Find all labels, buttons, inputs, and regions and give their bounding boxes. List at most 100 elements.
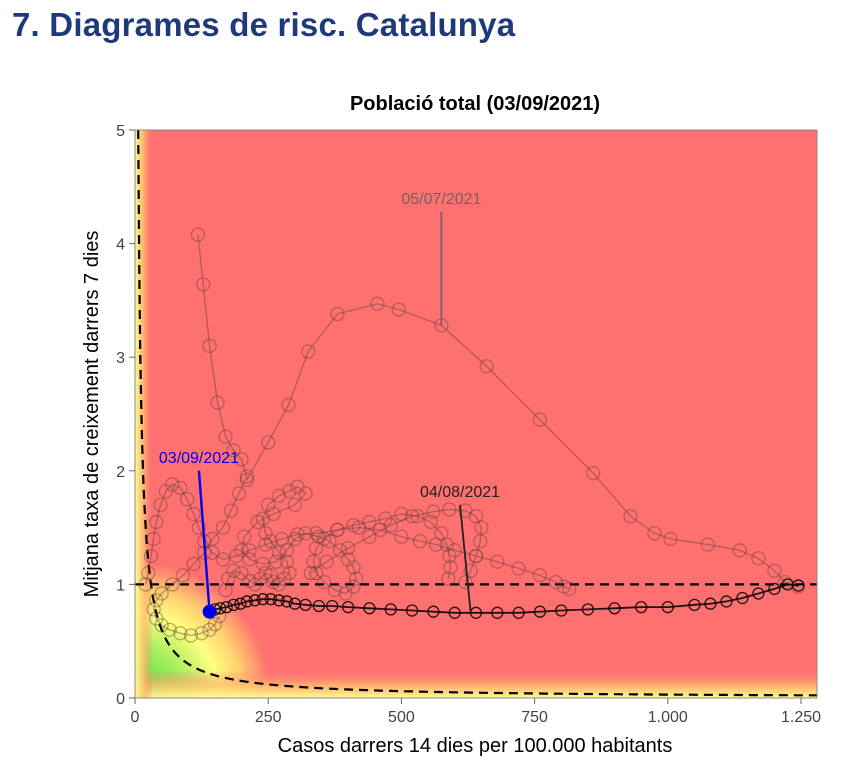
data-point <box>555 604 568 617</box>
reference-lines <box>135 130 817 697</box>
data-point <box>439 537 454 552</box>
data-point <box>242 552 257 567</box>
data-point <box>266 574 281 590</box>
risk-band-bottom <box>135 670 817 698</box>
x-axis-label: Casos darrers 14 dies per 100.000 habita… <box>278 735 673 757</box>
annotations: 05/07/2021 03/09/2021 04/08/2021 <box>159 191 500 619</box>
data-point <box>327 582 342 598</box>
annotation-leader <box>197 470 211 612</box>
data-point <box>271 577 287 592</box>
x-tick-label: 500 <box>388 709 415 726</box>
data-point <box>468 548 484 564</box>
data-point <box>279 554 295 569</box>
data-point <box>277 571 292 586</box>
data-point <box>237 529 252 544</box>
data-point <box>434 526 449 541</box>
data-point <box>338 586 353 601</box>
data-point <box>234 597 247 610</box>
data-point <box>215 552 231 567</box>
data-point <box>448 606 461 619</box>
data-point <box>234 452 249 467</box>
data-point <box>281 397 296 413</box>
y-tick-label: 2 <box>116 464 125 481</box>
data-point <box>162 622 177 637</box>
data-point <box>378 511 393 526</box>
data-point <box>138 577 153 592</box>
data-point <box>532 568 548 583</box>
data-point <box>218 582 233 598</box>
data-point <box>311 529 326 544</box>
data-point <box>207 617 223 632</box>
data-point <box>223 503 239 518</box>
data-point <box>661 600 674 614</box>
data-point <box>173 626 188 641</box>
data-point <box>704 597 717 610</box>
data-point <box>146 602 161 617</box>
data-point <box>165 577 180 592</box>
series-line <box>214 583 799 614</box>
data-point <box>346 560 361 575</box>
data-point <box>468 509 484 524</box>
data-point <box>362 529 377 544</box>
data-point <box>196 277 211 292</box>
series-faded-wave <box>218 479 458 601</box>
data-point <box>384 603 397 616</box>
series-line <box>152 234 248 637</box>
data-point <box>269 554 284 569</box>
data-point <box>463 563 478 578</box>
data-point <box>240 595 254 608</box>
data-point <box>458 503 473 518</box>
data-point <box>248 594 262 607</box>
data-point <box>383 518 398 533</box>
data-point <box>255 556 271 572</box>
data-point <box>263 534 279 549</box>
data-point <box>186 506 201 522</box>
data-point <box>322 534 337 549</box>
data-point <box>202 622 217 637</box>
data-point <box>751 551 766 566</box>
data-point <box>412 534 428 549</box>
data-point <box>282 484 297 499</box>
data-point <box>479 359 494 374</box>
data-point <box>346 579 361 594</box>
annotation: 05/07/2021 <box>401 191 482 326</box>
series-recent <box>208 578 805 619</box>
data-point <box>363 602 376 615</box>
data-point <box>736 591 749 605</box>
data-point <box>290 479 305 494</box>
data-point <box>635 600 648 614</box>
data-point <box>325 599 339 613</box>
data-point <box>556 579 572 594</box>
data-point <box>468 548 484 564</box>
data-point <box>227 598 240 611</box>
data-point <box>229 548 244 564</box>
data-point <box>261 497 276 513</box>
data-point <box>394 529 409 544</box>
data-point <box>146 531 161 547</box>
data-point <box>447 543 462 558</box>
data-point <box>180 492 195 507</box>
data-point <box>341 600 355 614</box>
data-point <box>202 338 217 353</box>
data-point <box>266 506 281 522</box>
chart-title: Població total (03/09/2021) <box>350 93 600 115</box>
data-point <box>210 395 225 410</box>
data-point <box>427 605 440 618</box>
data-point <box>309 526 324 541</box>
data-point <box>165 477 180 492</box>
data-point <box>663 531 678 547</box>
data-point <box>319 554 334 569</box>
annotation-label: 03/09/2021 <box>159 450 239 467</box>
data-point <box>688 598 701 611</box>
data-point <box>141 565 156 581</box>
data-point <box>226 443 241 458</box>
data-point <box>330 522 345 538</box>
data-point <box>309 565 324 581</box>
x-tick-label: 250 <box>255 709 282 726</box>
data-point <box>258 537 273 552</box>
data-point <box>261 435 276 450</box>
data-point <box>218 429 233 444</box>
data-point <box>239 472 255 488</box>
data-point <box>298 486 313 501</box>
